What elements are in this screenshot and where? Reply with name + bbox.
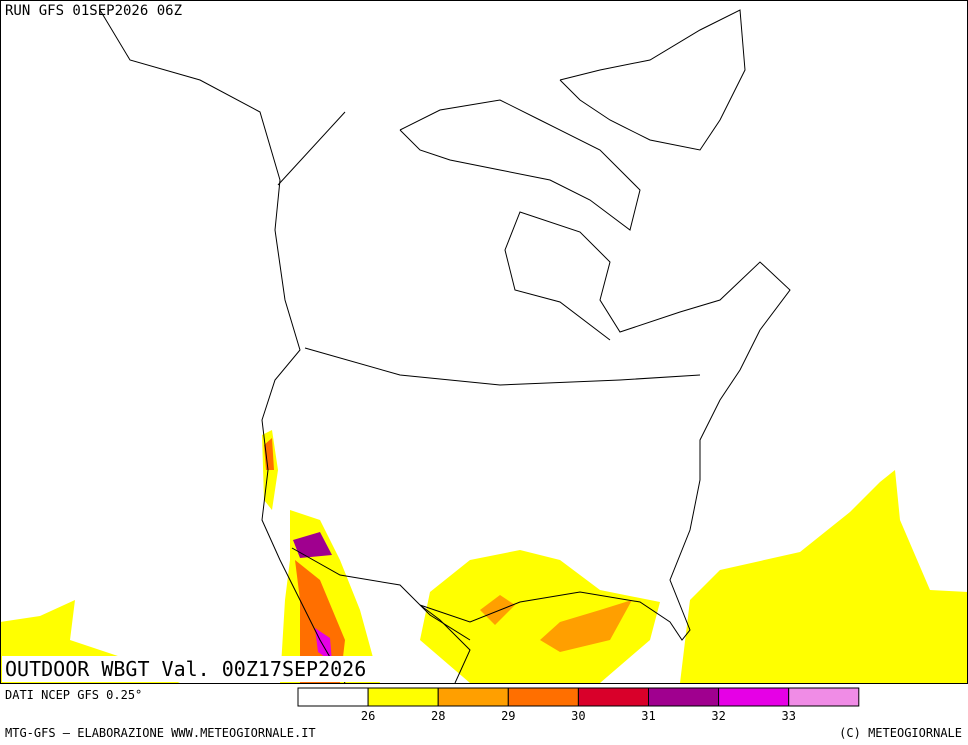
legend: 26 28 29 30 31 32 33: [297, 687, 860, 723]
border: [291, 547, 471, 641]
coastline: [559, 9, 746, 151]
border: [277, 111, 346, 186]
border: [304, 347, 701, 386]
footer-right: (C) METEOGIORNALE: [839, 726, 962, 740]
legend-label: 26: [361, 709, 375, 723]
field-area: [680, 470, 968, 683]
legend-label: 30: [571, 709, 585, 723]
field-area: [295, 560, 345, 683]
legend-swatch: [718, 687, 790, 707]
field-area: [480, 595, 515, 625]
legend-swatch: [648, 687, 720, 707]
legend-swatch: [788, 687, 860, 707]
field-area: [264, 438, 274, 470]
legend-swatch: [437, 687, 509, 707]
legend-label: 33: [781, 709, 795, 723]
field-area: [420, 550, 660, 683]
title-box: [2, 656, 386, 682]
coastline: [99, 9, 346, 684]
legend-swatch: [367, 687, 439, 707]
field-area: [540, 600, 632, 652]
legend-label: 31: [641, 709, 655, 723]
source-label: DATI NCEP GFS 0.25°: [5, 688, 142, 702]
map-title: OUTDOOR WBGT Val. 00Z17SEP2026: [5, 657, 366, 681]
legend-swatch: [507, 687, 579, 707]
legend-label: 32: [711, 709, 725, 723]
legend-label: 29: [501, 709, 515, 723]
legend-label: 28: [431, 709, 445, 723]
legend-swatch: [297, 687, 369, 707]
run-label: RUN GFS 01SEP2026 06Z: [5, 3, 182, 19]
coastline: [399, 99, 641, 231]
footer-left: MTG-GFS — ELABORAZIONE WWW.METEOGIORNALE…: [5, 726, 316, 740]
map: [0, 0, 968, 684]
field-area: [293, 532, 332, 558]
coastline: [419, 211, 791, 684]
legend-swatch: [577, 687, 650, 707]
